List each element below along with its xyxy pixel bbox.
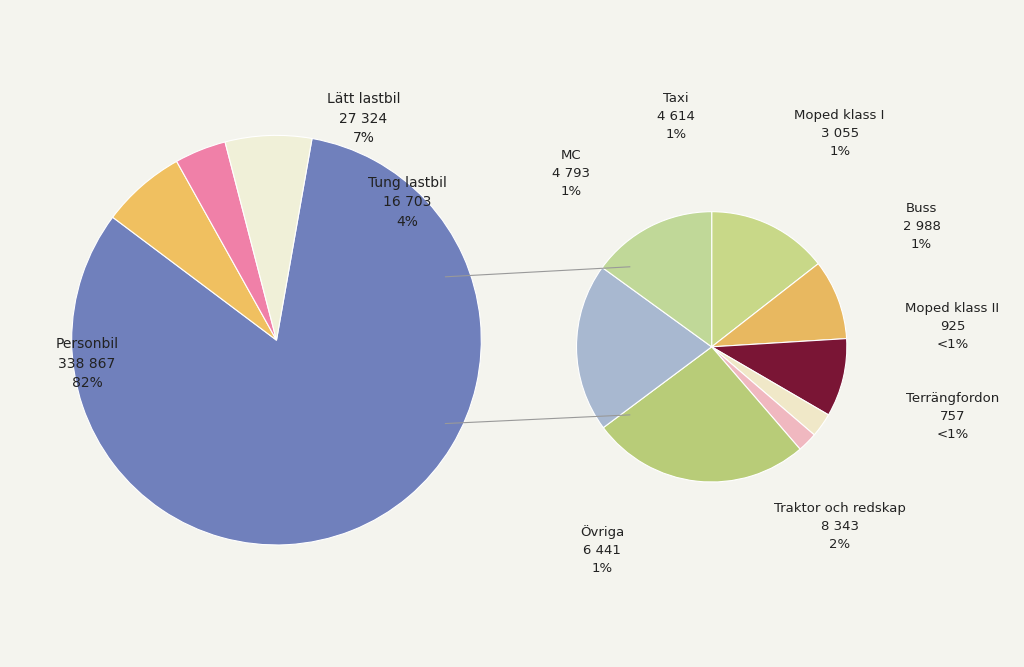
Text: Moped klass II
925
<1%: Moped klass II 925 <1% [905,302,999,352]
Text: Taxi
4 614
1%: Taxi 4 614 1% [657,92,694,141]
Text: Traktor och redskap
8 343
2%: Traktor och redskap 8 343 2% [774,502,905,552]
Wedge shape [712,211,818,347]
Wedge shape [577,267,712,428]
Text: Terrängfordon
757
<1%: Terrängfordon 757 <1% [905,392,999,442]
Wedge shape [72,139,481,545]
Text: Buss
2 988
1%: Buss 2 988 1% [903,202,940,251]
Text: Lätt lastbil
27 324
7%: Lätt lastbil 27 324 7% [327,92,400,145]
Text: Moped klass I
3 055
1%: Moped klass I 3 055 1% [795,109,885,158]
Wedge shape [712,347,828,435]
Wedge shape [712,263,847,347]
Wedge shape [602,211,712,347]
Wedge shape [113,161,276,340]
Text: MC
4 793
1%: MC 4 793 1% [552,149,591,198]
Wedge shape [603,347,800,482]
Text: Tung lastbil
16 703
4%: Tung lastbil 16 703 4% [368,175,447,229]
Wedge shape [176,142,276,340]
Text: Övriga
6 441
1%: Övriga 6 441 1% [580,526,625,575]
Wedge shape [712,347,814,449]
Wedge shape [712,339,847,415]
Wedge shape [225,135,312,340]
Text: Personbil
338 867
82%: Personbil 338 867 82% [55,337,119,390]
